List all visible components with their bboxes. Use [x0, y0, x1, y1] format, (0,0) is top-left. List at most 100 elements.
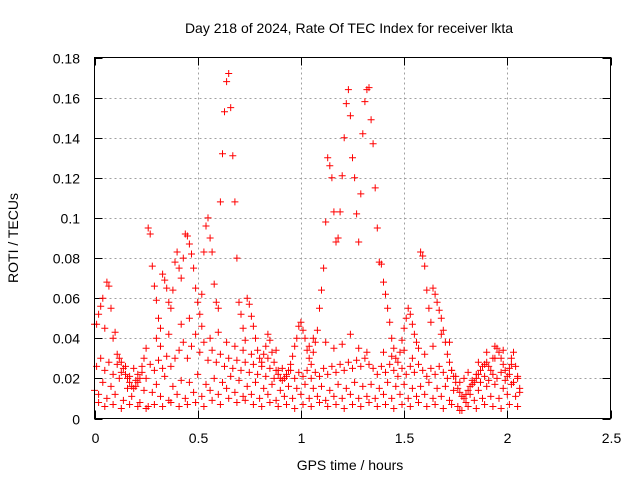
data-point	[477, 366, 484, 374]
data-point	[340, 366, 348, 374]
data-points	[91, 70, 524, 414]
data-point	[223, 78, 231, 86]
data-point	[468, 376, 476, 384]
data-point	[159, 270, 167, 278]
data-point	[204, 356, 212, 364]
data-point	[441, 382, 449, 390]
data-point	[202, 222, 210, 230]
data-point	[487, 366, 495, 374]
data-point	[318, 286, 325, 294]
data-point	[507, 360, 515, 368]
data-point	[262, 342, 270, 350]
data-point	[443, 350, 451, 358]
data-point	[252, 378, 259, 386]
data-point	[501, 366, 509, 374]
data-point	[243, 382, 251, 390]
data-point	[200, 403, 208, 410]
data-point	[487, 392, 495, 400]
data-point	[415, 360, 422, 368]
data-point	[336, 208, 344, 216]
data-point	[152, 380, 160, 388]
data-point	[446, 338, 453, 346]
data-point	[208, 248, 216, 256]
data-point	[456, 388, 464, 396]
data-point	[404, 304, 412, 312]
data-point	[470, 396, 478, 404]
data-point	[497, 405, 505, 412]
data-point	[163, 284, 171, 292]
data-point	[254, 370, 262, 378]
data-point	[493, 374, 501, 382]
data-point	[324, 154, 332, 162]
data-point	[177, 376, 185, 384]
data-point	[394, 372, 402, 380]
data-point	[101, 366, 109, 374]
data-point	[313, 392, 321, 400]
data-point	[499, 346, 507, 354]
data-point	[254, 346, 262, 354]
data-point	[264, 390, 272, 398]
data-point	[150, 401, 158, 408]
data-point	[280, 392, 288, 400]
data-point	[326, 162, 334, 170]
data-point	[322, 218, 330, 226]
data-point	[318, 382, 325, 390]
data-point	[235, 376, 243, 384]
data-point	[330, 208, 338, 216]
data-point	[346, 390, 354, 398]
data-point	[419, 252, 427, 260]
data-point	[495, 394, 503, 402]
data-point	[185, 314, 193, 322]
data-point	[400, 324, 408, 332]
data-point	[311, 338, 319, 346]
data-point	[126, 401, 134, 408]
data-point	[291, 405, 299, 412]
data-point	[491, 354, 499, 362]
data-point	[363, 392, 371, 400]
data-point	[377, 260, 385, 268]
data-point	[466, 390, 474, 398]
data-point	[268, 348, 276, 356]
data-point	[307, 403, 315, 410]
data-point	[390, 344, 398, 352]
data-point	[456, 407, 464, 414]
data-point	[346, 112, 354, 120]
data-point	[398, 336, 406, 344]
axis-ticks	[94, 57, 612, 420]
data-point	[99, 378, 107, 386]
data-point	[196, 348, 204, 356]
data-point	[483, 348, 491, 356]
data-point	[446, 396, 453, 404]
data-point	[231, 198, 239, 206]
data-point	[198, 290, 206, 298]
data-point	[216, 350, 224, 358]
data-point	[159, 364, 167, 372]
data-point	[479, 394, 486, 402]
data-point	[493, 344, 501, 352]
data-point	[221, 108, 228, 116]
x-axis-label: GPS time / hours	[297, 457, 404, 473]
data-point	[157, 342, 164, 350]
data-point	[355, 394, 363, 402]
data-point	[316, 304, 323, 312]
data-point	[309, 334, 317, 342]
data-point	[460, 394, 468, 402]
data-point	[249, 322, 257, 330]
data-point	[126, 378, 134, 386]
data-point	[388, 352, 396, 360]
data-point	[173, 248, 181, 256]
data-point	[483, 358, 491, 366]
data-point	[491, 380, 499, 388]
data-point	[423, 372, 431, 380]
data-point	[258, 403, 266, 410]
data-point	[167, 399, 175, 406]
data-point	[148, 388, 156, 396]
data-point	[179, 338, 187, 346]
data-point	[446, 358, 453, 366]
data-point	[169, 286, 177, 294]
data-point	[400, 380, 408, 388]
data-point	[336, 360, 344, 368]
data-point	[126, 372, 134, 380]
data-point	[152, 296, 160, 304]
data-point	[155, 356, 162, 364]
